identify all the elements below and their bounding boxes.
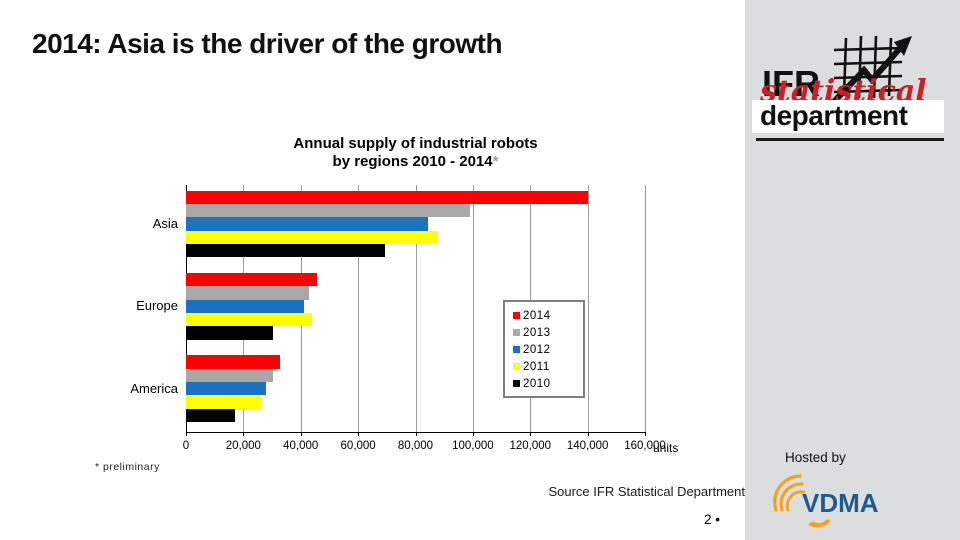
gridline — [587, 185, 589, 432]
bar-europe-2011 — [186, 313, 313, 327]
legend-swatch-2012 — [513, 346, 520, 353]
legend-swatch-2014 — [513, 312, 520, 319]
x-tick-label: 40,000 — [283, 440, 319, 452]
preliminary-footnote: * preliminary — [95, 461, 160, 473]
chart-title-line1: Annual supply of industrial robots — [293, 135, 538, 152]
chart-legend: 2014 2013 2012 2011 2010 — [503, 300, 585, 398]
ifr-logo-underline — [756, 138, 944, 141]
source-text: Source IFR Statistical Department — [548, 484, 745, 499]
bar-europe-2012 — [186, 299, 304, 314]
bar-asia-2011 — [186, 230, 439, 245]
gridline — [415, 185, 417, 432]
x-tick-label: 160,000 — [624, 440, 666, 452]
ifr-department-box: department — [752, 100, 944, 133]
x-tickmark — [587, 432, 589, 436]
legend-item-2013: 2013 — [513, 324, 577, 341]
bar-europe-2010 — [186, 326, 274, 340]
x-tickmark — [186, 432, 187, 436]
bar-america-2012 — [186, 381, 267, 396]
ifr-logo-text: IFR — [762, 63, 820, 104]
legend-swatch-2011 — [513, 363, 520, 370]
ifr-department-text: department — [760, 100, 908, 131]
x-tick-label: 80,000 — [397, 440, 434, 452]
x-tickmark — [530, 432, 532, 436]
bar-chart: Annual supply of industrial robots by re… — [90, 128, 740, 488]
ifr-logo: IFR statistical department — [752, 12, 948, 144]
bar-america-2014 — [186, 355, 280, 369]
legend-item-2011: 2011 — [513, 358, 577, 375]
category-label-asia: Asia — [152, 216, 178, 231]
x-tickmark — [415, 432, 417, 436]
bar-america-2010 — [186, 408, 235, 423]
page-number: 2 • — [704, 512, 720, 527]
x-tickmark — [472, 432, 474, 436]
vdma-logo: VDMA — [773, 474, 879, 528]
vdma-logo-text: VDMA — [802, 488, 879, 518]
bar-europe-2013 — [186, 286, 310, 300]
legend-label: 2013 — [523, 326, 551, 339]
x-tickmark — [645, 432, 646, 436]
gridline — [645, 185, 646, 432]
bar-asia-2014 — [186, 190, 588, 204]
legend-item-2014: 2014 — [513, 307, 577, 324]
gridline — [472, 185, 474, 432]
side-strip — [745, 0, 960, 540]
legend-label: 2011 — [523, 360, 550, 373]
legend-swatch-2013 — [513, 329, 520, 336]
hosted-by-label: Hosted by — [785, 450, 846, 465]
slide-title: 2014: Asia is the driver of the growth — [32, 28, 503, 59]
legend-swatch-2010 — [513, 380, 520, 387]
chart-title-line2: by regions 2010 - 2014 — [332, 153, 493, 170]
chart-grid-icon — [824, 35, 912, 113]
x-tickmark — [358, 432, 360, 436]
legend-label: 2010 — [523, 377, 551, 390]
chart-title: Annual supply of industrial robots by re… — [186, 135, 645, 171]
x-tickmark — [300, 432, 302, 436]
x-axis-unit-label: units — [653, 441, 679, 455]
bar-asia-2010 — [186, 244, 386, 258]
bar-asia-2012 — [186, 217, 429, 231]
x-tick-label: 100,000 — [452, 440, 494, 452]
legend-label: 2014 — [523, 309, 551, 322]
x-tick-label: 20,000 — [225, 440, 261, 452]
legend-item-2012: 2012 — [513, 341, 577, 358]
category-label-america: America — [130, 380, 178, 396]
x-tick-label: 140,000 — [566, 440, 609, 452]
gridline — [358, 185, 360, 432]
bar-asia-2013 — [186, 203, 470, 218]
x-tick-label: 120,000 — [509, 440, 552, 452]
x-axis-line — [186, 432, 646, 433]
bar-europe-2014 — [186, 272, 317, 287]
bar-america-2013 — [186, 368, 273, 382]
x-tick-label: 0 — [182, 440, 190, 452]
category-label-europe: Europe — [136, 298, 178, 314]
x-tick-label: 60,000 — [340, 440, 376, 452]
chart-title-asterisk: * — [492, 153, 499, 170]
bar-america-2011 — [186, 395, 262, 409]
legend-item-2010: 2010 — [513, 375, 577, 392]
x-tickmark — [243, 432, 245, 436]
legend-label: 2012 — [523, 343, 551, 356]
